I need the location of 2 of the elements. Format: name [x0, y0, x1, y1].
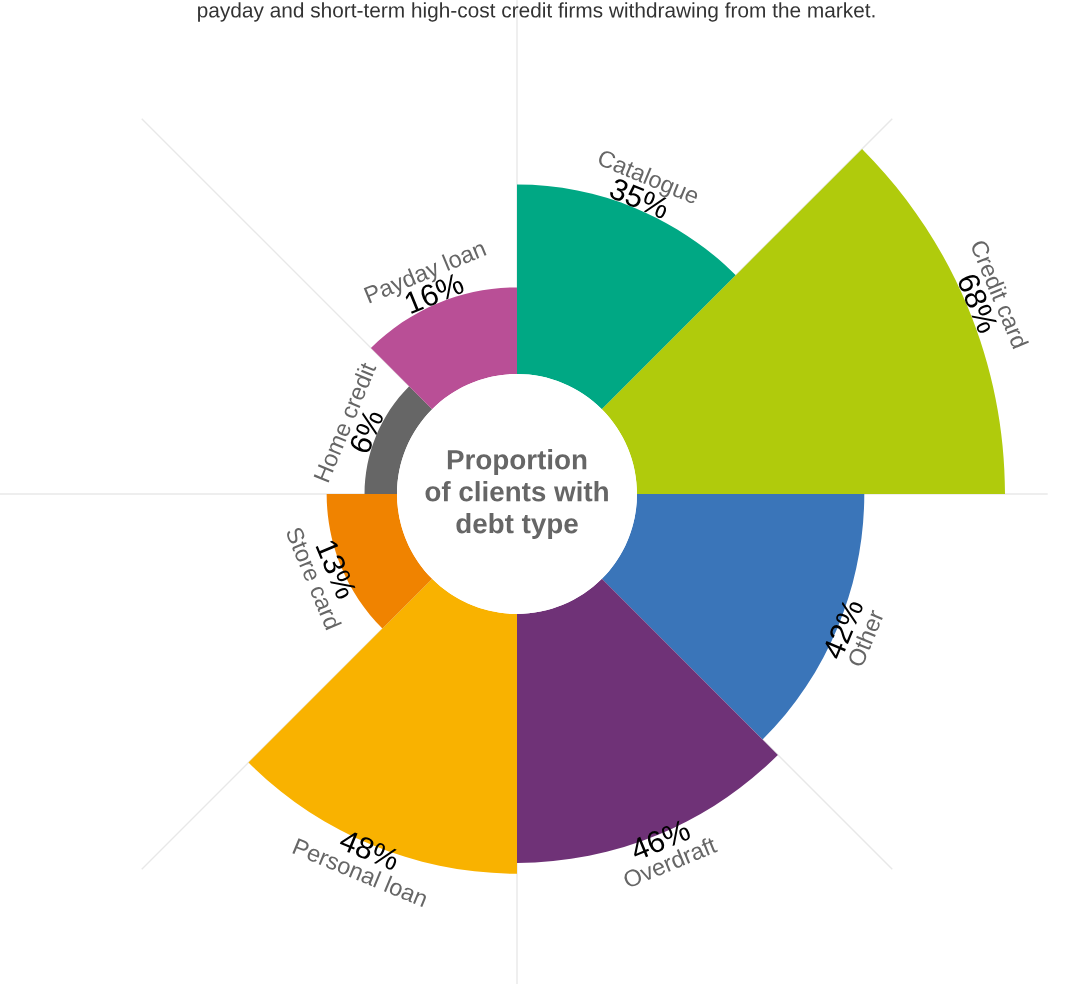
- text: payday and short-term high-cost credit firms withdrawing from the market.: [198, 2, 875, 22]
- text: Proportion of clients with debt type: [425, 449, 608, 539]
